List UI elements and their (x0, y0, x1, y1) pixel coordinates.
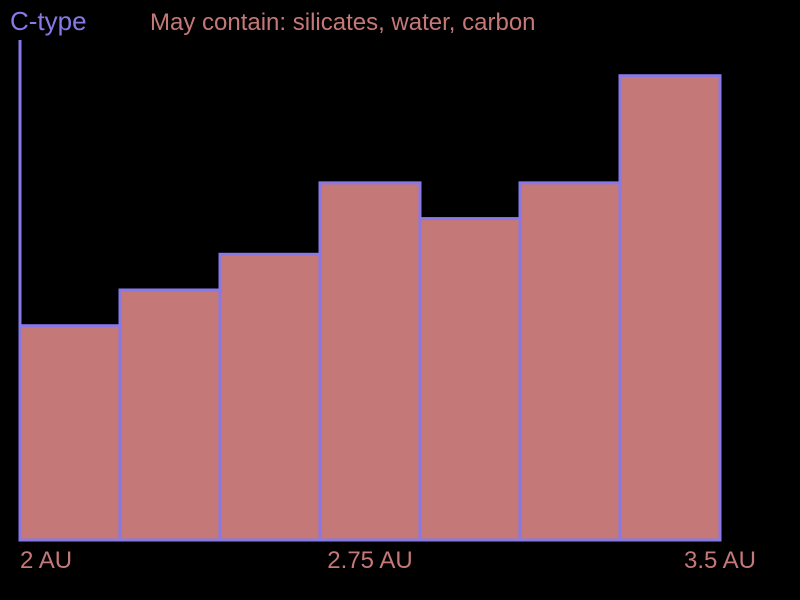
chart-title: C-type (10, 6, 87, 36)
histogram-bar-1 (20, 326, 120, 540)
histogram-bar-2 (120, 290, 220, 540)
histogram-bar-6 (520, 183, 620, 540)
histogram-bar-4 (320, 183, 420, 540)
x-tick-label: 2 AU (20, 547, 72, 574)
histogram-bar-3 (220, 254, 320, 540)
bars-group (20, 76, 720, 540)
histogram-bar-5 (420, 219, 520, 540)
chart-subtitle: May contain: silicates, water, carbon (150, 9, 536, 36)
x-tick-label: 2.75 AU (327, 547, 412, 574)
histogram-bar-7 (620, 76, 720, 540)
x-tick-label: 3.5 AU (684, 547, 756, 574)
x-tick-labels: 2 AU 2.75 AU 3.5 AU (20, 547, 756, 574)
